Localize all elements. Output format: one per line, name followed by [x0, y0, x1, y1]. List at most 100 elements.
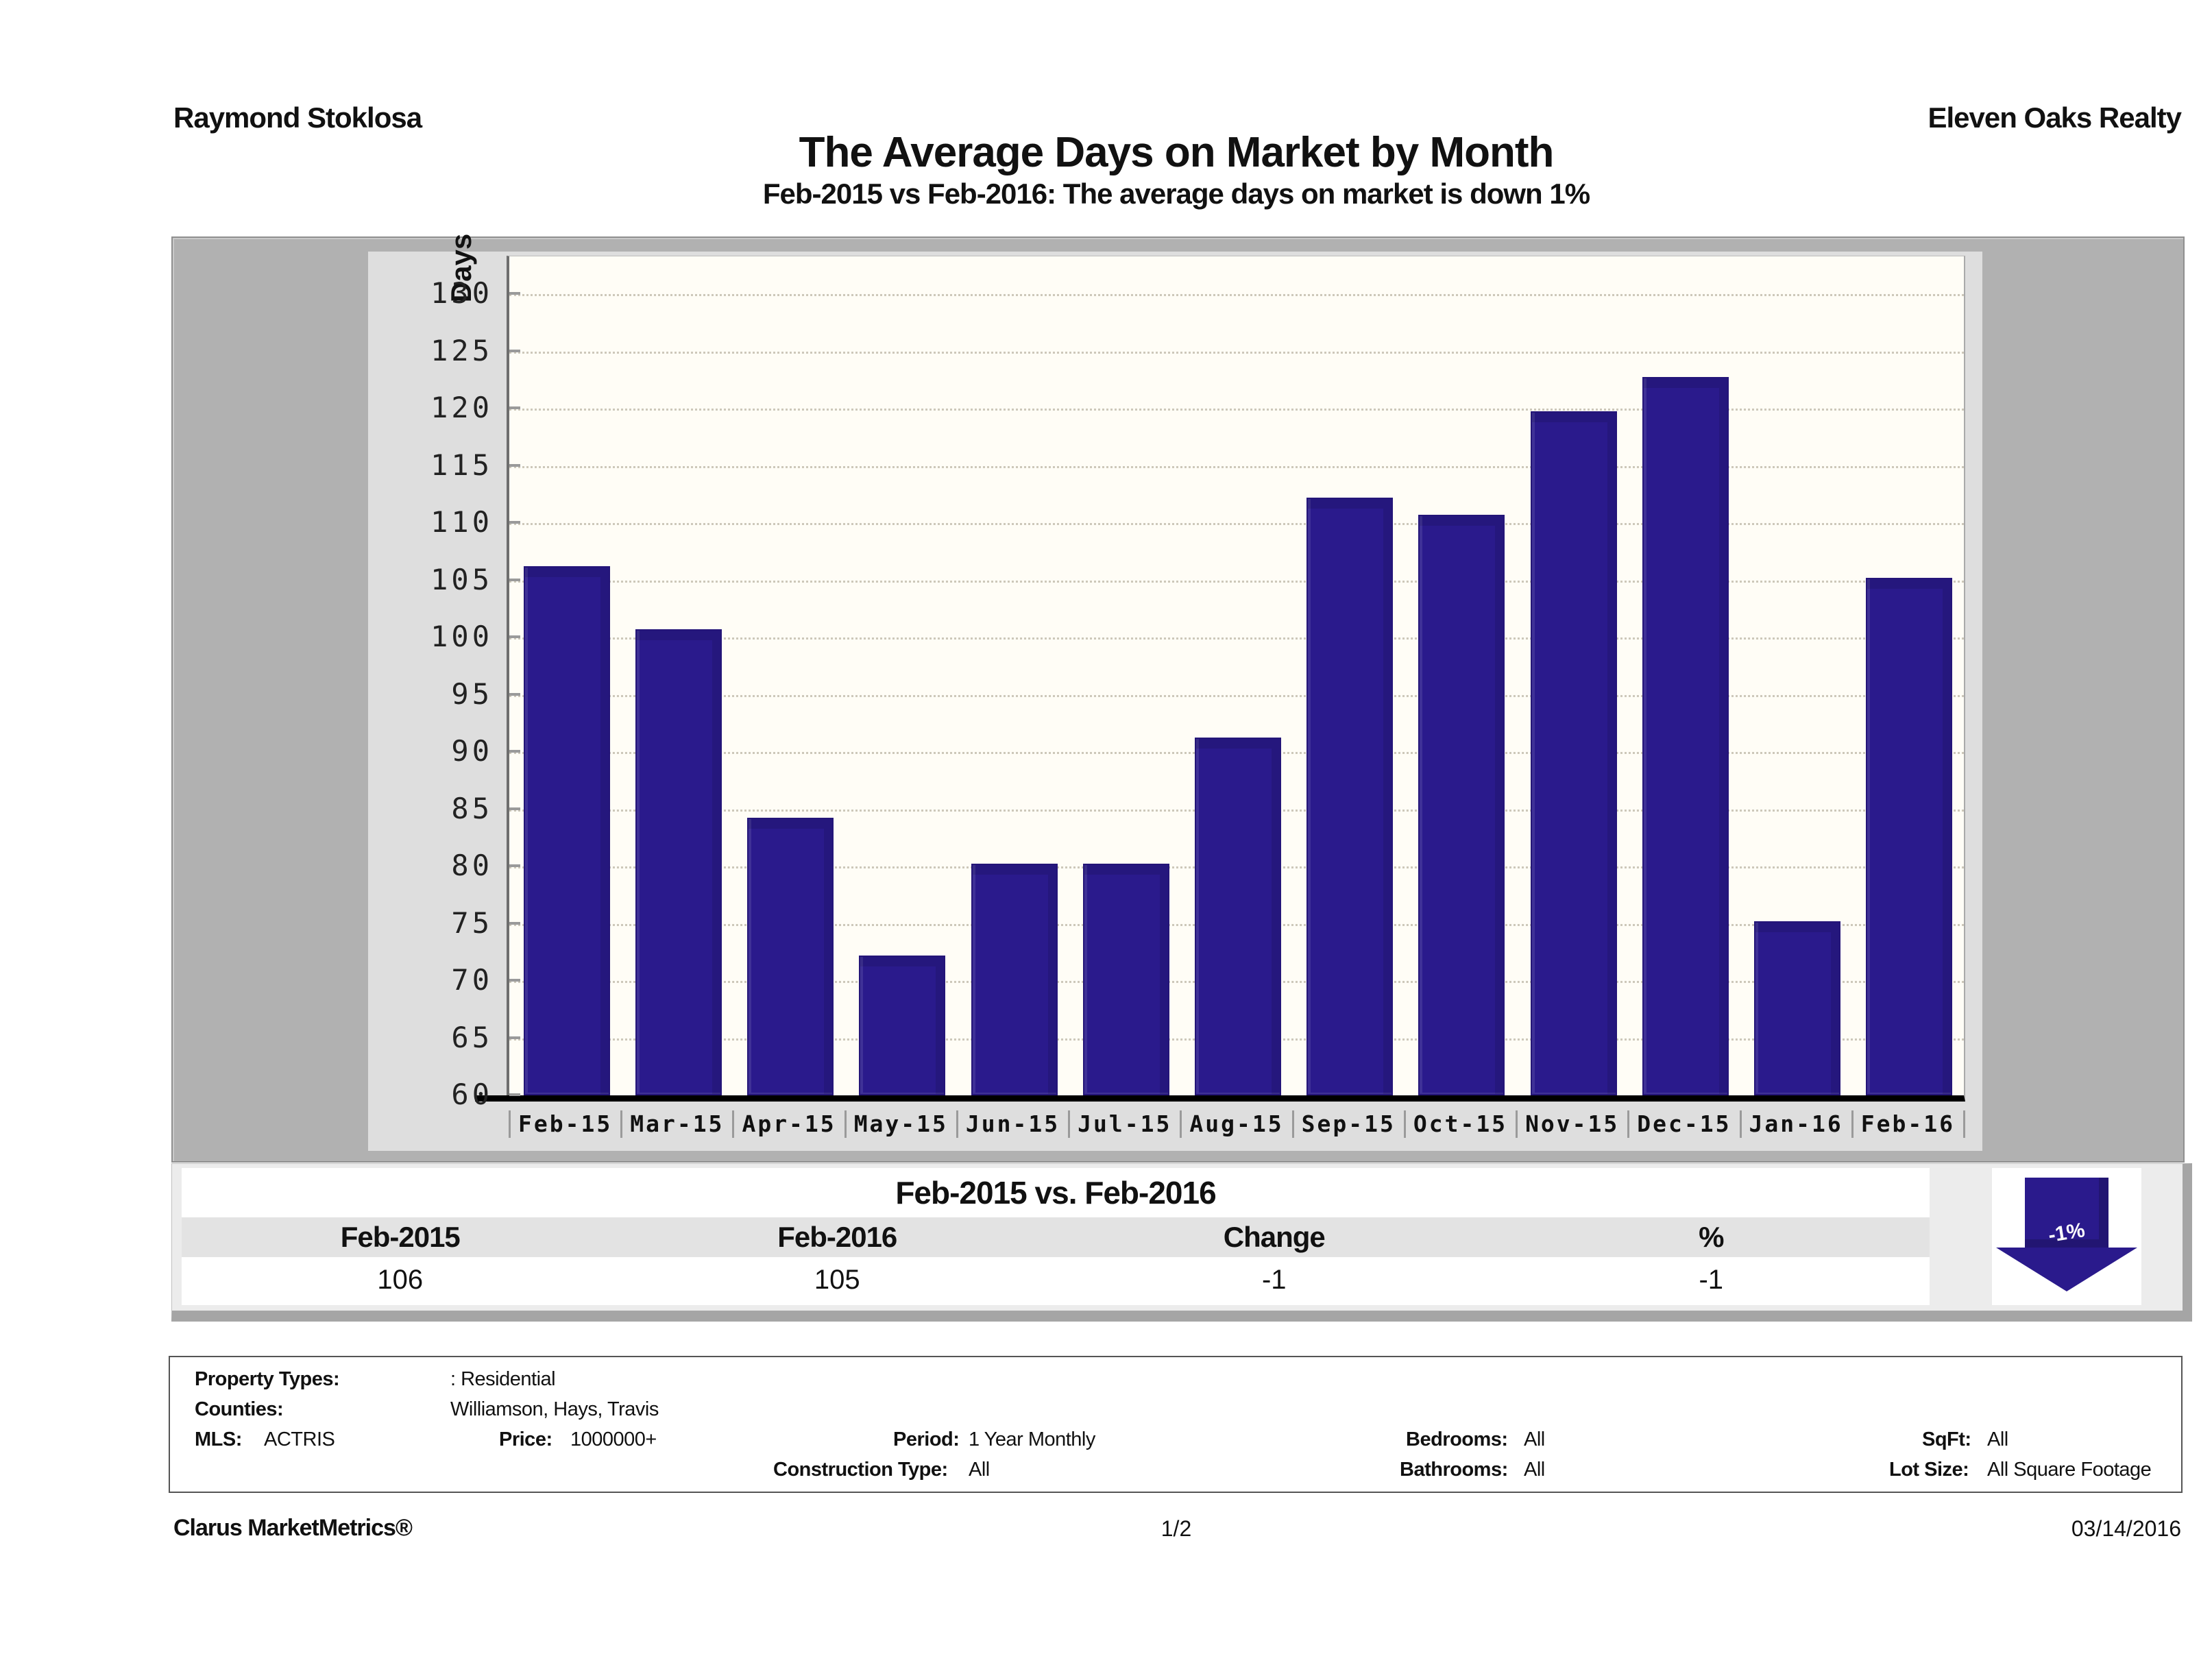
- page-title: The Average Days on Market by Month: [799, 129, 1555, 176]
- value-feb-2016: 105: [814, 1265, 860, 1295]
- y-tick-mark-65: [509, 1036, 520, 1039]
- y-tick-label-60: 60: [451, 1078, 493, 1111]
- gridline-100: [509, 637, 1964, 640]
- y-tick-mark-105: [509, 578, 520, 581]
- bedrooms-label: Bedrooms:: [1406, 1428, 1508, 1450]
- bar-dec-15: [1642, 377, 1729, 1095]
- page-subtitle: Feb-2015 vs Feb-2016: The average days o…: [762, 178, 1590, 210]
- bar-mar-15: [635, 629, 722, 1095]
- y-tick-label-85: 85: [451, 791, 493, 825]
- property-types-label: Property Types:: [195, 1368, 340, 1390]
- x-tick-separator: [1068, 1110, 1071, 1138]
- down-arrow-icon: [2025, 1178, 2108, 1248]
- y-tick-mark-130: [509, 292, 520, 295]
- comparison-table-title: Feb-2015 vs. Feb-2016: [895, 1175, 1216, 1211]
- bathrooms-label: Bathrooms:: [1400, 1459, 1508, 1481]
- y-tick-label-100: 100: [430, 620, 493, 653]
- trend-arrow-panel: -1%: [1992, 1168, 2141, 1305]
- bathrooms-value: All: [1524, 1459, 1545, 1481]
- gridline-120: [509, 409, 1964, 411]
- counties-label: Counties:: [195, 1398, 284, 1420]
- y-tick-label-130: 130: [430, 276, 493, 310]
- bar-jun-15: [971, 864, 1058, 1095]
- x-tick-label-aug-15: Aug-15: [1189, 1110, 1284, 1137]
- x-tick-label-jan-16: Jan-16: [1749, 1110, 1843, 1137]
- chart-panel: Days 60 65 70 75 80 85 90 95 100 105 110 115 120 125 1…: [368, 234, 1982, 1151]
- column-header-change: Change: [1223, 1221, 1326, 1253]
- comparison-table-value-row: 106 105 -1 -1: [182, 1257, 1930, 1305]
- y-tick-label-95: 95: [451, 677, 493, 711]
- bar-jan-16: [1754, 921, 1841, 1095]
- y-tick-mark-60: [509, 1093, 520, 1096]
- y-tick-label-105: 105: [430, 562, 493, 596]
- x-tick-separator: [1963, 1110, 1965, 1138]
- value-feb-2015: 106: [377, 1265, 424, 1295]
- x-tick-label-oct-15: Oct-15: [1413, 1110, 1508, 1137]
- y-tick-label-110: 110: [430, 505, 493, 539]
- bar-sep-15: [1306, 497, 1394, 1095]
- counties-value: Williamson, Hays, Travis: [450, 1398, 659, 1420]
- agent-name: Raymond Stoklosa: [173, 101, 422, 134]
- y-tick-mark-120: [509, 406, 520, 409]
- x-tick-separator: [1739, 1110, 1742, 1138]
- gridline-115: [509, 465, 1964, 468]
- y-tick-mark-95: [509, 692, 520, 696]
- bar-aug-15: [1195, 738, 1281, 1095]
- chart-frame: Days 60 65 70 75 80 85 90 95 100 105 110 115 120 125 1…: [171, 234, 2185, 1163]
- company-name: Eleven Oaks Realty: [1928, 101, 2182, 134]
- y-tick-mark-90: [509, 750, 520, 753]
- bar-jul-15: [1082, 864, 1169, 1095]
- property-types-value: : Residential: [450, 1368, 556, 1390]
- x-tick-separator: [956, 1110, 958, 1138]
- gridline-105: [509, 580, 1964, 583]
- x-tick-label-jun-15: Jun-15: [965, 1110, 1060, 1137]
- y-tick-label-120: 120: [430, 391, 493, 424]
- x-tick-separator: [1403, 1110, 1406, 1138]
- mls-value: ACTRIS: [264, 1428, 335, 1450]
- gridline-110: [509, 523, 1964, 525]
- mls-label: MLS:: [195, 1428, 242, 1450]
- sqft-value: All: [1987, 1428, 2008, 1450]
- value-percent: -1: [1699, 1265, 1724, 1295]
- down-arrow-head-icon: [1996, 1248, 2137, 1291]
- bar-apr-15: [747, 818, 834, 1095]
- comparison-table-title-band: Feb-2015 vs. Feb-2016: [182, 1168, 1930, 1217]
- y-tick-label-65: 65: [451, 1020, 493, 1054]
- x-tick-separator: [732, 1110, 735, 1138]
- x-tick-label-sep-15: Sep-15: [1301, 1110, 1396, 1137]
- y-tick-label-125: 125: [430, 333, 493, 367]
- column-header-feb-2015: Feb-2015: [340, 1221, 461, 1253]
- x-tick-separator: [1851, 1110, 1854, 1138]
- x-tick-separator: [1180, 1110, 1182, 1138]
- x-tick-label-feb-16: Feb-16: [1860, 1110, 1955, 1137]
- y-tick-mark-115: [509, 463, 520, 467]
- x-tick-separator: [1291, 1110, 1294, 1138]
- price-value: 1000000+: [570, 1428, 657, 1450]
- column-header-feb-2016: Feb-2016: [777, 1221, 897, 1253]
- price-label: Price:: [499, 1428, 552, 1450]
- x-tick-label-jul-15: Jul-15: [1078, 1110, 1172, 1137]
- plot-area: [507, 256, 1965, 1102]
- footer-date: 03/14/2016: [2071, 1516, 2181, 1541]
- x-tick-label-feb-15: Feb-15: [518, 1110, 613, 1137]
- y-tick-label-90: 90: [451, 734, 493, 768]
- lot-size-label: Lot Size:: [1889, 1459, 1969, 1481]
- bar-may-15: [859, 955, 946, 1095]
- x-tick-label-dec-15: Dec-15: [1637, 1110, 1731, 1137]
- bar-feb-15: [523, 566, 610, 1095]
- sqft-label: SqFt:: [1922, 1428, 1971, 1450]
- y-tick-mark-100: [509, 635, 520, 638]
- x-tick-label-may-15: May-15: [853, 1110, 948, 1137]
- x-tick-separator: [1516, 1110, 1518, 1138]
- y-tick-mark-80: [509, 864, 520, 867]
- comparison-table-header-row: Feb-2015 Feb-2016 Change %: [182, 1217, 1930, 1257]
- y-tick-mark-85: [509, 807, 520, 810]
- x-tick-separator: [844, 1110, 847, 1138]
- y-tick-mark-110: [509, 521, 520, 524]
- gridline-130: [509, 294, 1964, 296]
- title-block: The Average Days on Market by Month Feb-…: [171, 130, 2181, 210]
- x-tick-separator: [1627, 1110, 1630, 1138]
- y-tick-label-115: 115: [430, 448, 493, 482]
- y-tick-mark-125: [509, 349, 520, 352]
